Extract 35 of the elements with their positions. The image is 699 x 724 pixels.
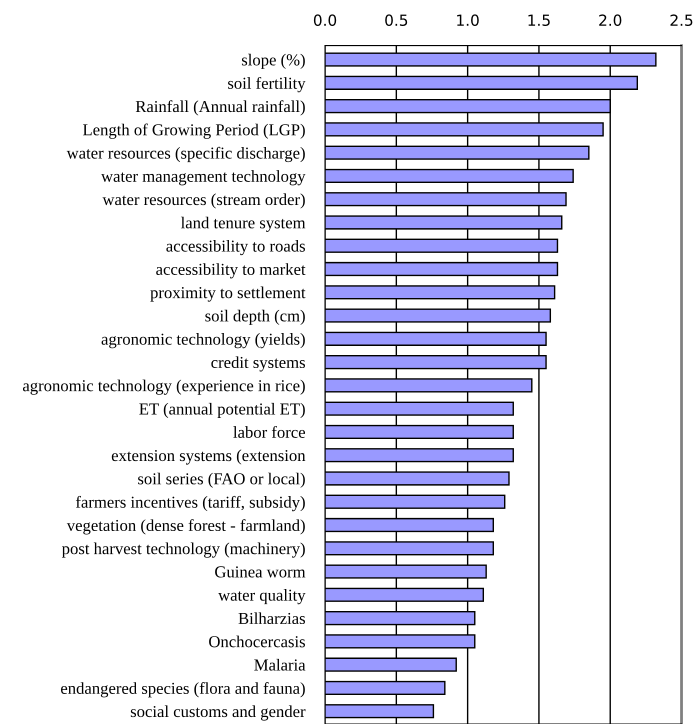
y-tick-label: social customs and gender xyxy=(130,705,306,721)
x-tick-label: 0.0 xyxy=(314,14,336,26)
y-tick-label: labor force xyxy=(233,426,306,438)
y-tick-label: Onchocercasis xyxy=(209,636,305,648)
y-tick-label: ET (annual potential ET) xyxy=(139,402,305,418)
x-tick-label: 2.5 xyxy=(670,14,692,26)
y-tick-label: vegetation (dense forest - farmland) xyxy=(66,519,305,534)
x-tick-label: 2.0 xyxy=(599,14,622,26)
y-tick-label: Rainfall (Annual rainfall) xyxy=(136,100,305,116)
y-tick-label: post harvest technology (machinery) xyxy=(62,542,305,558)
y-tick-label: agronomic technology (experience in rice) xyxy=(22,380,305,395)
x-tick-label: 1.0 xyxy=(457,14,479,26)
y-tick-label: endangered species (flora and fauna) xyxy=(60,682,305,698)
y-tick-label: Bilharzias xyxy=(238,612,305,624)
y-tick-label: water resources (specific discharge) xyxy=(66,146,305,162)
y-tick-label: agronomic technology (yields) xyxy=(102,333,305,348)
y-tick-label: slope (%) xyxy=(242,54,305,69)
y-tick-label: Length of Growing Period (LGP) xyxy=(82,124,305,139)
y-tick-label: credit systems xyxy=(211,356,305,372)
y-tick-label: soil fertility xyxy=(228,76,306,92)
y-tick-label: farmers incentives (tariff, subsidy) xyxy=(76,496,305,512)
y-tick-label: extension systems (extension xyxy=(112,449,306,465)
y-tick-label: water resources (stream order) xyxy=(102,193,305,209)
y-tick-label: soil series (FAO or local) xyxy=(138,472,305,488)
x-tick-label: 0.5 xyxy=(385,14,408,26)
y-tick-label: water quality xyxy=(218,589,306,604)
y-tick-label: accessibility to roads xyxy=(166,240,305,256)
y-tick-label: Guinea worm xyxy=(215,566,306,578)
y-tick-label: accessibility to market xyxy=(156,263,306,278)
y-tick-label: soil depth (cm) xyxy=(205,310,305,325)
y-tick-label: land tenure system xyxy=(180,216,306,232)
y-tick-label: proximity to settlement xyxy=(150,286,306,302)
y-tick-label: Malaria xyxy=(254,658,306,671)
y-tick-label: water management technology xyxy=(101,170,306,186)
x-tick-label: 1.5 xyxy=(528,14,550,26)
